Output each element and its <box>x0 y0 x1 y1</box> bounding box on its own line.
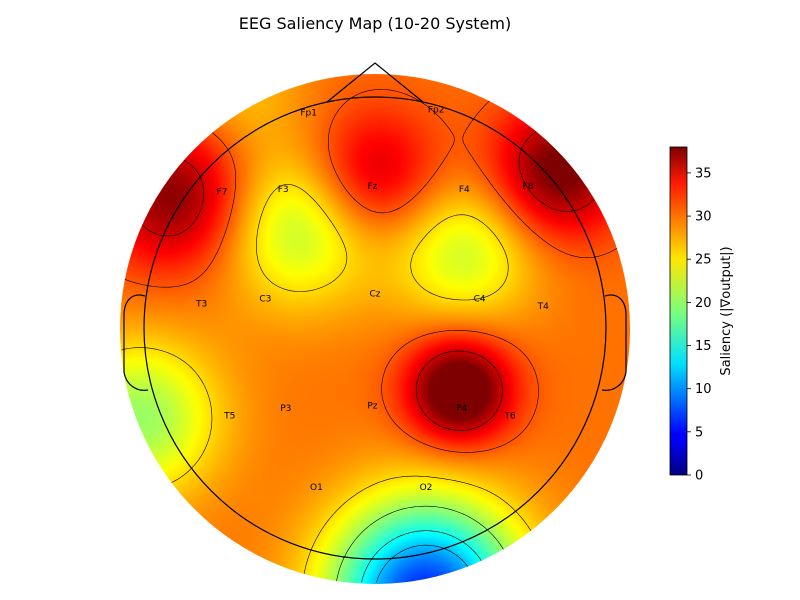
nose-outline <box>326 62 424 103</box>
electrode-label: Fp2 <box>428 106 445 116</box>
colorbar-gradient <box>669 146 688 476</box>
electrode-label: F3 <box>278 185 289 195</box>
colorbar-tick-label: 25 <box>695 253 712 268</box>
electrode-label: C4 <box>474 294 486 304</box>
right-ear-outline <box>601 294 627 391</box>
electrode-label: T3 <box>195 300 207 310</box>
electrode-label: P4 <box>456 404 467 414</box>
electrode-label: Cz <box>369 289 380 299</box>
colorbar-tick-label: 35 <box>695 166 712 181</box>
electrode-label: Fp1 <box>300 108 317 118</box>
electrode-label: T6 <box>503 412 515 422</box>
electrode-label: O1 <box>310 483 323 493</box>
electrode-label: O2 <box>420 483 433 493</box>
electrode-label: F8 <box>523 182 534 192</box>
colorbar-tick-label: 15 <box>695 339 712 354</box>
electrode-label: C3 <box>259 294 271 304</box>
electrode-label: P3 <box>280 404 291 414</box>
colorbar-tick-label: 30 <box>695 210 712 225</box>
colorbar-tick-label: 20 <box>695 296 712 311</box>
colorbar-tick-label: 10 <box>695 382 712 397</box>
colorbar-label: Saliency (|∇output|) <box>719 246 734 375</box>
chart-title: EEG Saliency Map (10-20 System) <box>239 14 511 33</box>
electrode-label: T4 <box>537 302 549 312</box>
electrode-label: T5 <box>223 412 235 422</box>
colorbar-tick-label: 5 <box>695 425 703 440</box>
electrode-label: Fz <box>367 182 377 192</box>
electrode-label: F7 <box>217 187 228 197</box>
colorbar-tick-label: 0 <box>695 469 703 484</box>
electrode-label: Pz <box>367 402 377 412</box>
electrode-labels: Fp1 Fp2 F7 F3 Fz F4 F8 T3 C3 Cz C4 T4 T5 P3 Pz P4 T6 O1 O2 <box>195 106 549 493</box>
left-ear-outline <box>123 294 149 391</box>
colorbar: 0 5 10 15 20 25 30 35 Saliency (|∇output|) <box>669 146 734 484</box>
head-outline <box>143 96 607 560</box>
contour-line <box>361 530 491 583</box>
electrode-label: F4 <box>459 185 470 195</box>
colorbar-ticks: 0 5 10 15 20 25 30 35 <box>687 166 712 484</box>
saliency-heatmap <box>120 74 630 584</box>
topomap: Fp1 Fp2 F7 F3 Fz F4 F8 T3 C3 Cz C4 T4 T5 P3 Pz P4 T6 O1 O2 <box>120 62 630 584</box>
